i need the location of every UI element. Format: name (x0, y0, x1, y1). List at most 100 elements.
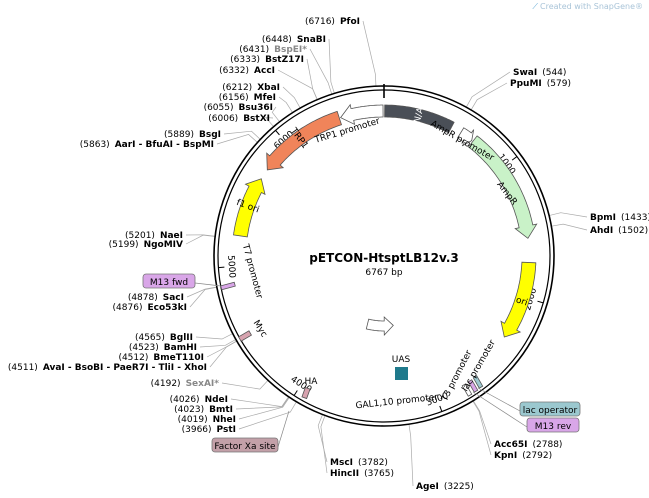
site-leader-line (189, 286, 217, 308)
ruler-tick-4000 (293, 390, 298, 396)
site-name: SwaI (513, 68, 537, 78)
feature-f1-ori (233, 178, 266, 238)
svg-text:(6006)BstXI: (6006) BstXI (208, 114, 270, 124)
site-name: MscI (330, 458, 353, 468)
site-bstz17i: (6333) BstZ17I (230, 55, 304, 65)
site-position: (2788) (533, 440, 563, 450)
site-name: AarI - BfuAI - BspMI (115, 140, 214, 150)
site-name: AgeI (416, 482, 439, 492)
site-position: (3765) (364, 469, 394, 479)
site-bpmi: BpmI (1433) (590, 213, 649, 223)
callout-line (472, 391, 528, 428)
svg-text:(6333)BstZ17I: (6333) BstZ17I (230, 55, 304, 65)
callout-box-m13-rev (526, 417, 580, 433)
site-position: (5863) (80, 140, 110, 150)
callout-box-factor-xa-site (211, 437, 279, 453)
site-position: (3966) (182, 425, 212, 435)
ruler-tick-6000 (275, 130, 280, 136)
svg-text:Acc65I(2788): Acc65I (2788) (494, 440, 562, 450)
site-leader-line (328, 38, 335, 94)
site-name: AccI (254, 66, 275, 76)
site-ndei: (4026) NdeI (170, 395, 228, 405)
site-acc65i: Acc65I (2788) (494, 440, 562, 450)
site-name: PpuMI (510, 79, 542, 89)
site-name: MfeI (254, 93, 276, 103)
site-position: (4523) (129, 343, 159, 353)
callout-label-factor-xa-site: Factor Xa site (214, 442, 276, 452)
callout-line (477, 387, 521, 412)
feature-uas (395, 367, 408, 380)
site-position: (4876) (113, 303, 143, 313)
svg-text:AhdI(1502): AhdI (1502) (590, 226, 648, 236)
feature-label-ampr-promoter: AmpR promoter (429, 119, 496, 164)
site-name: KpnI (494, 451, 517, 461)
site-position: (3225) (444, 482, 474, 492)
site-acci: (6332) AccI (219, 66, 275, 76)
site-bsgi: (5889) BsgI (164, 130, 221, 140)
site-bmti: (4023) BmtI (174, 405, 233, 415)
site-leader-line (549, 212, 588, 218)
site-name: BmtI (209, 405, 233, 415)
site-position: (6716) (305, 17, 335, 27)
callout-label-m13-fwd: M13 fwd (150, 278, 188, 288)
site-position: (5201) (125, 231, 155, 241)
site-leader-line (408, 424, 414, 487)
site-leader-line (209, 340, 237, 368)
site-position: (1502) (618, 226, 648, 236)
callout-label-lac-operator: lac operator (523, 406, 578, 416)
site-name: SnaBI (297, 35, 326, 45)
svg-text:BpmI(1433): BpmI (1433) (590, 213, 649, 223)
site-name: Acc65I (494, 440, 528, 450)
feature-label-t7-promoter: T7 promoter (240, 242, 264, 300)
site-leader-line (362, 20, 377, 87)
site-agei: AgeI (3225) (416, 482, 474, 492)
site-position: (579) (547, 79, 571, 89)
site-position: (6212) (222, 83, 252, 93)
site-kpni: KpnI (2792) (494, 451, 552, 461)
svg-text:(4511)AvaI - BsoBI - PaeR7I -: (4511) AvaI - BsoBI - PaeR7I - TliI - Xho… (8, 363, 207, 373)
feature-m13-rev (467, 379, 479, 393)
feature-cen-ars (384, 104, 455, 134)
site-position: (2792) (522, 451, 552, 461)
feature-label-myc: Myc (251, 319, 269, 340)
site-leader-line (265, 117, 274, 127)
site-position: (6431) (239, 45, 269, 55)
site-leader-line (277, 69, 318, 100)
feature-lac-operator (472, 375, 484, 389)
site-position: (5199) (109, 240, 139, 250)
site-name: BspEI* (274, 45, 307, 55)
site-pfoi: (6716) PfoI (305, 17, 360, 27)
svg-text:(4019)NheI: (4019) NheI (178, 415, 236, 425)
feature-ha (301, 386, 311, 400)
site-name: NdeI (205, 395, 228, 405)
site-position: (4023) (174, 405, 204, 415)
site-leader-line (472, 400, 492, 456)
site-leader-line (221, 380, 269, 390)
svg-text:(4565)BglII: (4565) BglII (135, 333, 193, 343)
site-leader-line (271, 106, 280, 123)
site-snabi: (6448) SnaBI (262, 35, 326, 45)
site-name: XbaI (257, 83, 280, 93)
site-ppumi: PpuMI (579) (510, 79, 571, 89)
site-name: PfoI (340, 17, 360, 27)
site-position: (6055) (204, 103, 234, 113)
site-position: (3782) (358, 458, 388, 468)
site-leader-line (309, 48, 333, 95)
site-leader-line (320, 415, 328, 474)
site-name: SacI (163, 293, 184, 303)
feature-label-uas: UAS (392, 355, 411, 365)
site-swai: SwaI (544) (513, 68, 566, 78)
plasmid-name: pETCON-HtsptLB12v.3 (309, 251, 459, 265)
site-name: BpmI (590, 213, 616, 223)
site-name: BstXI (243, 114, 270, 124)
site-position: (4511) (8, 363, 38, 373)
site-ahdi: AhdI (1502) (590, 226, 648, 236)
svg-text:(6156)MfeI: (6156) MfeI (219, 93, 276, 103)
site-bstxi: (6006) BstXI (208, 114, 270, 124)
site-name: SexAI* (186, 379, 220, 389)
site-avai-bsobi-paer7i-tlii-xhoi: (4511) AvaI - BsoBI - PaeR7I - TliI - Xho… (8, 363, 207, 373)
feature-m13-fwd (220, 281, 236, 291)
site-position: (6333) (230, 55, 260, 65)
site-leader-line (472, 400, 492, 445)
